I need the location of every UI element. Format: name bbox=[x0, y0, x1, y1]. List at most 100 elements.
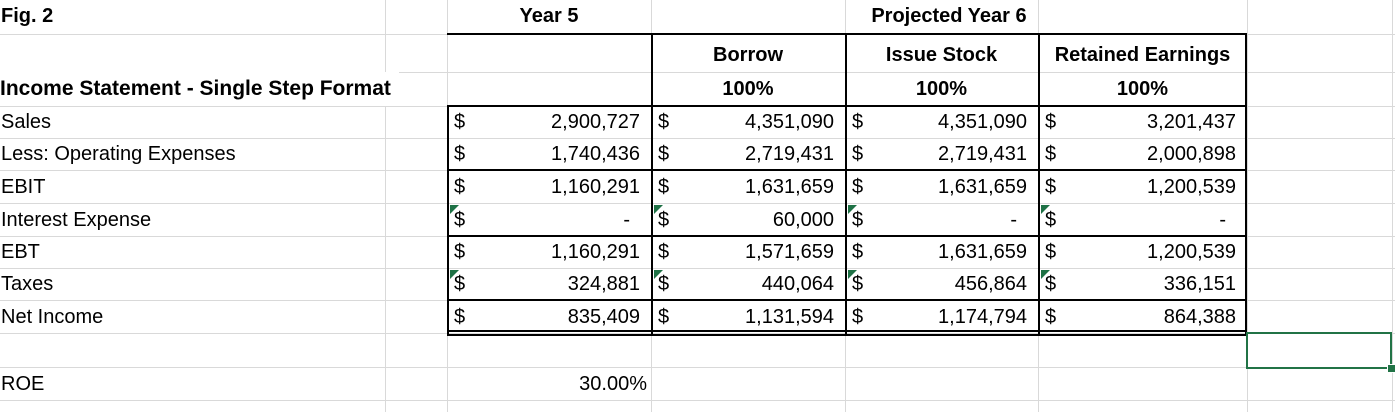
error-indicator-icon bbox=[848, 270, 857, 279]
cell-value: 1,200,539 bbox=[1147, 176, 1236, 198]
value-cell-year5[interactable]: $1,160,291 bbox=[447, 236, 651, 268]
value-cell-retained[interactable]: $336,151 bbox=[1038, 268, 1247, 300]
error-indicator-icon bbox=[450, 205, 459, 214]
cell-value: - bbox=[1010, 209, 1017, 231]
currency-symbol: $ bbox=[852, 241, 864, 263]
currency-symbol: $ bbox=[454, 209, 466, 231]
cell-value: 1,571,659 bbox=[745, 241, 834, 263]
value-cell-borrow[interactable]: $2,719,431 bbox=[651, 138, 845, 170]
cell-value: - bbox=[623, 209, 630, 231]
gridline bbox=[0, 333, 1395, 334]
header-scenario-retained-earnings[interactable]: Retained Earnings bbox=[1038, 34, 1247, 72]
header-year5-label: Year 5 bbox=[519, 5, 579, 27]
currency-symbol: $ bbox=[852, 273, 864, 295]
currency-symbol: $ bbox=[658, 306, 670, 328]
value-cell-retained[interactable]: $ - bbox=[1038, 203, 1247, 236]
value-cell-year5[interactable]: $1,160,291 bbox=[447, 170, 651, 203]
table-row-taxes: Taxes $324,881 $440,064 $456,864 $336,15… bbox=[0, 268, 1395, 300]
scenario-pct: 100% bbox=[1116, 78, 1169, 100]
gridline bbox=[0, 72, 1395, 73]
cell-value: 336,151 bbox=[1163, 273, 1236, 295]
cell-value: 1,160,291 bbox=[551, 176, 640, 198]
scenario-pct-retained-earnings[interactable]: 100% bbox=[1038, 72, 1247, 106]
gridline bbox=[0, 138, 1395, 139]
row-label[interactable]: Interest Expense bbox=[1, 209, 152, 231]
roe-value-cell[interactable]: 30.00% bbox=[447, 367, 651, 400]
cell-value: 2,900,727 bbox=[551, 111, 640, 133]
cell-value: 2,719,431 bbox=[745, 143, 834, 165]
table-border bbox=[1038, 33, 1040, 336]
selected-cell[interactable] bbox=[1246, 332, 1395, 372]
value-cell-retained[interactable]: $1,200,539 bbox=[1038, 170, 1247, 203]
error-indicator-icon bbox=[450, 270, 459, 279]
header-year5[interactable]: Year 5 bbox=[447, 0, 651, 33]
value-cell-borrow[interactable]: $1,631,659 bbox=[651, 170, 845, 203]
roe-label[interactable]: ROE bbox=[1, 373, 45, 395]
value-cell-retained[interactable]: $3,201,437 bbox=[1038, 106, 1247, 138]
gridline bbox=[385, 0, 386, 412]
gridline bbox=[0, 367, 1395, 368]
value-cell-year5[interactable]: $835,409 bbox=[447, 300, 651, 333]
row-label[interactable]: Less: Operating Expenses bbox=[1, 143, 236, 165]
scenario-pct-issue-stock[interactable]: 100% bbox=[845, 72, 1038, 106]
table-row-ebt: EBT $1,160,291 $1,571,659 $1,631,659 $1,… bbox=[0, 236, 1395, 268]
cell-value: 1,631,659 bbox=[745, 176, 834, 198]
table-border bbox=[447, 330, 1247, 332]
cell-value: 1,160,291 bbox=[551, 241, 640, 263]
currency-symbol: $ bbox=[658, 209, 670, 231]
scenario-name: Borrow bbox=[713, 44, 783, 66]
row-label[interactable]: Net Income bbox=[1, 306, 104, 328]
row-label[interactable]: EBT bbox=[1, 241, 40, 263]
header-projected-year6[interactable]: Projected Year 6 bbox=[651, 0, 1247, 33]
cell-value: 1,174,794 bbox=[938, 306, 1027, 328]
currency-symbol: $ bbox=[852, 143, 864, 165]
gridline bbox=[1392, 0, 1393, 412]
value-cell-year5[interactable]: $1,740,436 bbox=[447, 138, 651, 170]
fill-handle[interactable] bbox=[1388, 365, 1395, 372]
value-cell-borrow[interactable]: $4,351,090 bbox=[651, 106, 845, 138]
scenario-name: Retained Earnings bbox=[1054, 44, 1231, 66]
value-cell-borrow[interactable]: $440,064 bbox=[651, 268, 845, 300]
value-cell-borrow[interactable]: $60,000 bbox=[651, 203, 845, 236]
cell-value: 4,351,090 bbox=[938, 111, 1027, 133]
table-border bbox=[447, 33, 1247, 35]
cell-value: 1,631,659 bbox=[938, 176, 1027, 198]
error-indicator-icon bbox=[848, 205, 857, 214]
table-row-ebit: EBIT $1,160,291 $1,631,659 $1,631,659 $1… bbox=[0, 170, 1395, 203]
error-indicator-icon bbox=[1041, 270, 1050, 279]
value-cell-retained[interactable]: $1,200,539 bbox=[1038, 236, 1247, 268]
currency-symbol: $ bbox=[454, 306, 466, 328]
header-scenario-borrow[interactable]: Borrow bbox=[651, 34, 845, 72]
currency-symbol: $ bbox=[1045, 273, 1057, 295]
value-cell-issue-stock[interactable]: $2,719,431 bbox=[845, 138, 1038, 170]
value-cell-year5[interactable]: $324,881 bbox=[447, 268, 651, 300]
currency-symbol: $ bbox=[852, 176, 864, 198]
value-cell-retained[interactable]: $2,000,898 bbox=[1038, 138, 1247, 170]
value-cell-borrow[interactable]: $1,571,659 bbox=[651, 236, 845, 268]
gridline bbox=[0, 268, 1395, 269]
row-label[interactable]: Taxes bbox=[1, 273, 54, 295]
value-cell-issue-stock[interactable]: $4,351,090 bbox=[845, 106, 1038, 138]
row-label[interactable]: Sales bbox=[1, 111, 52, 133]
value-cell-issue-stock[interactable]: $ - bbox=[845, 203, 1038, 236]
value-cell-issue-stock[interactable]: $1,174,794 bbox=[845, 300, 1038, 333]
value-cell-year5[interactable]: $ - bbox=[447, 203, 651, 236]
row-label[interactable]: EBIT bbox=[1, 176, 46, 198]
value-cell-retained[interactable]: $864,388 bbox=[1038, 300, 1247, 333]
table-border bbox=[447, 334, 1247, 336]
table-row-operating-expenses: Less: Operating Expenses $1,740,436 $2,7… bbox=[0, 138, 1395, 170]
value-cell-borrow[interactable]: $1,131,594 bbox=[651, 300, 845, 333]
currency-symbol: $ bbox=[454, 143, 466, 165]
table-border bbox=[447, 299, 1247, 301]
value-cell-issue-stock[interactable]: $1,631,659 bbox=[845, 236, 1038, 268]
header-scenario-issue-stock[interactable]: Issue Stock bbox=[845, 34, 1038, 72]
value-cell-issue-stock[interactable]: $1,631,659 bbox=[845, 170, 1038, 203]
table-row-interest-expense: Interest Expense $ - $60,000 $ - $ - bbox=[0, 203, 1395, 236]
value-cell-year5[interactable]: $2,900,727 bbox=[447, 106, 651, 138]
table-border bbox=[651, 33, 653, 336]
scenario-pct-borrow[interactable]: 100% bbox=[651, 72, 845, 106]
currency-symbol: $ bbox=[852, 209, 864, 231]
cell-value: 864,388 bbox=[1163, 306, 1236, 328]
value-cell-issue-stock[interactable]: $456,864 bbox=[845, 268, 1038, 300]
